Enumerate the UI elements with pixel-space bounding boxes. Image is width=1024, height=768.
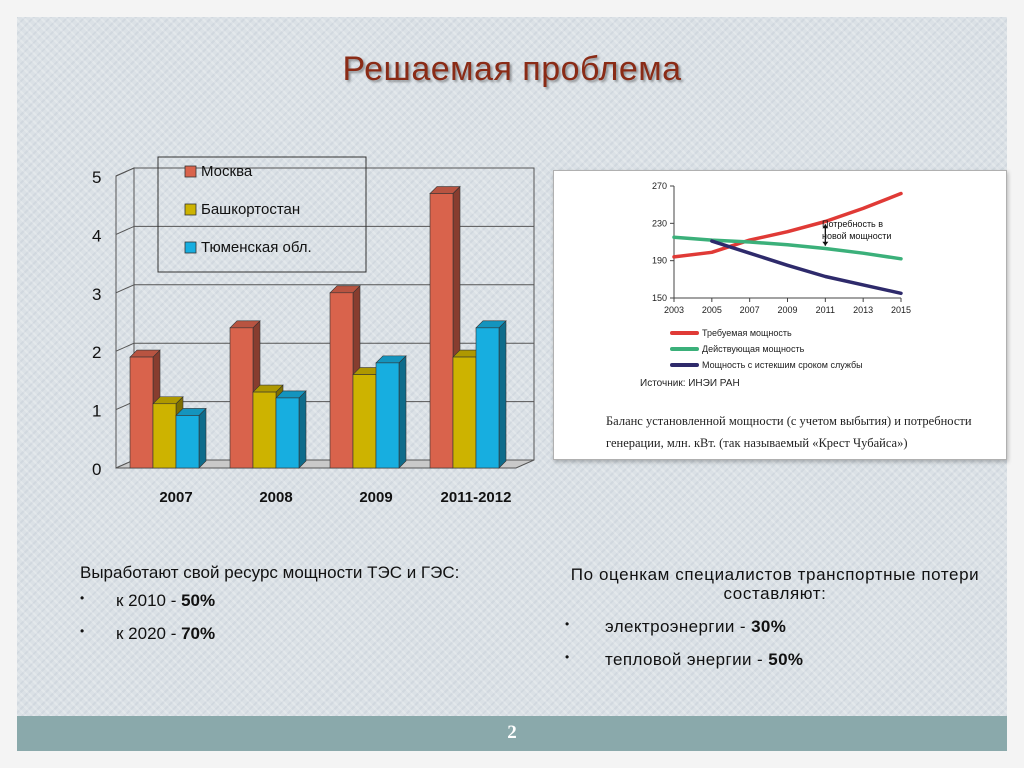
bullet-icon: • (80, 591, 85, 605)
y-tick-label: 4 (92, 226, 101, 245)
list-item-value: 70% (181, 624, 216, 643)
legend-swatch (184, 241, 197, 254)
bar (452, 356, 477, 469)
bar (275, 397, 300, 469)
bar (329, 292, 354, 469)
page-title: Решаемая проблема (342, 50, 682, 88)
bullet-icon: • (565, 617, 570, 631)
gridline (115, 342, 135, 352)
y-tick-label: 3 (92, 285, 101, 304)
bar (252, 391, 277, 469)
series-line (672, 191, 903, 259)
legend-label: Москва (201, 163, 253, 180)
footer-bar: 2 (17, 716, 1007, 751)
bar (152, 403, 177, 469)
list-item-value: 50% (768, 650, 804, 669)
y-tick-label: 150 (652, 293, 667, 303)
bar (229, 327, 254, 469)
resource-heading: Выработают свой ресурс мощности ТЭС и ГЭ… (80, 563, 460, 582)
y-tick-label: 270 (652, 181, 667, 191)
x-tick-label: 2015 (891, 305, 911, 315)
losses-heading: По оценкам специалистов транспортные пот… (570, 565, 980, 603)
bar-side (198, 407, 207, 469)
x-tick-label: 2013 (853, 305, 873, 315)
y-tick-label: 230 (652, 218, 667, 228)
line-chart-panel: 150 190 230 270 2003 2005 2007 2009 2011 2013 2015… (553, 170, 1007, 460)
gridline (115, 167, 135, 177)
x-tick-label: 2007 (740, 305, 760, 315)
chart-source: Источник: ИНЭИ РАН (640, 378, 740, 389)
x-tick-label: 2011 (816, 305, 835, 315)
annotation-label: Потребность в (822, 219, 883, 229)
annotation-arrowhead (822, 241, 829, 246)
list-item-label: электроэнергии - (605, 617, 752, 636)
list-item: • электроэнергии - 30% (565, 617, 1005, 650)
y-tick-label: 2 (92, 343, 101, 362)
x-tick-label: 2009 (359, 489, 392, 506)
list-item-label: к 2020 - (116, 624, 182, 643)
bar-side (398, 355, 407, 469)
series-line (710, 239, 903, 296)
line-chart: 150 190 230 270 2003 2005 2007 2009 2011 2013 2015… (652, 181, 911, 370)
legend-label: Действующая мощность (702, 344, 805, 354)
legend-label: Мощность с истекшим сроком службы (702, 360, 863, 370)
resource-block: Выработают свой ресурс мощности ТЭС и ГЭ… (80, 563, 550, 657)
list-item-label: тепловой энергии - (605, 650, 769, 669)
bar (375, 362, 400, 469)
losses-block: По оценкам специалистов транспортные пот… (565, 565, 1005, 683)
annotation-arrowhead (822, 224, 829, 229)
bar (175, 415, 200, 469)
legend-swatch (184, 203, 197, 216)
list-item-value: 30% (751, 617, 787, 636)
legend-label: Тюменская обл. (201, 239, 312, 256)
y-tick-label: 1 (92, 402, 101, 421)
bullet-icon: • (565, 650, 570, 664)
x-tick-label: 2011-2012 (441, 489, 512, 506)
legend-label: Требуемая мощность (702, 328, 792, 338)
legend-swatch (184, 165, 197, 178)
x-tick-label: 2003 (664, 305, 684, 315)
list-item: • к 2020 - 70% (80, 624, 550, 657)
list-item-value: 50% (181, 591, 216, 610)
list-item: • к 2010 - 50% (80, 591, 550, 624)
bullet-icon: • (80, 624, 85, 638)
legend-box (157, 156, 367, 273)
page-number: 2 (507, 722, 517, 743)
y-tick-label: 190 (652, 256, 667, 266)
x-tick-label: 2007 (159, 489, 192, 506)
bar (475, 327, 500, 469)
list-item: • тепловой энергии - 50% (565, 650, 1005, 683)
x-tick-label: 2009 (777, 305, 797, 315)
bar (429, 193, 454, 469)
bar-side (498, 320, 507, 469)
bar (129, 356, 154, 469)
x-tick-label: 2008 (259, 489, 292, 506)
chart-caption: Баланс установленной мощности (с учетом … (606, 414, 972, 450)
gridline (115, 225, 135, 235)
bar-side (298, 390, 307, 469)
list-item-label: к 2010 - (116, 591, 182, 610)
y-tick-label: 5 (92, 168, 101, 187)
gridline (115, 284, 135, 294)
x-tick-label: 2005 (702, 305, 722, 315)
annotation-label: новой мощности (822, 231, 891, 241)
y-tick-label: 0 (92, 460, 101, 479)
legend-label: Башкортостан (201, 201, 300, 218)
bar (352, 374, 377, 469)
